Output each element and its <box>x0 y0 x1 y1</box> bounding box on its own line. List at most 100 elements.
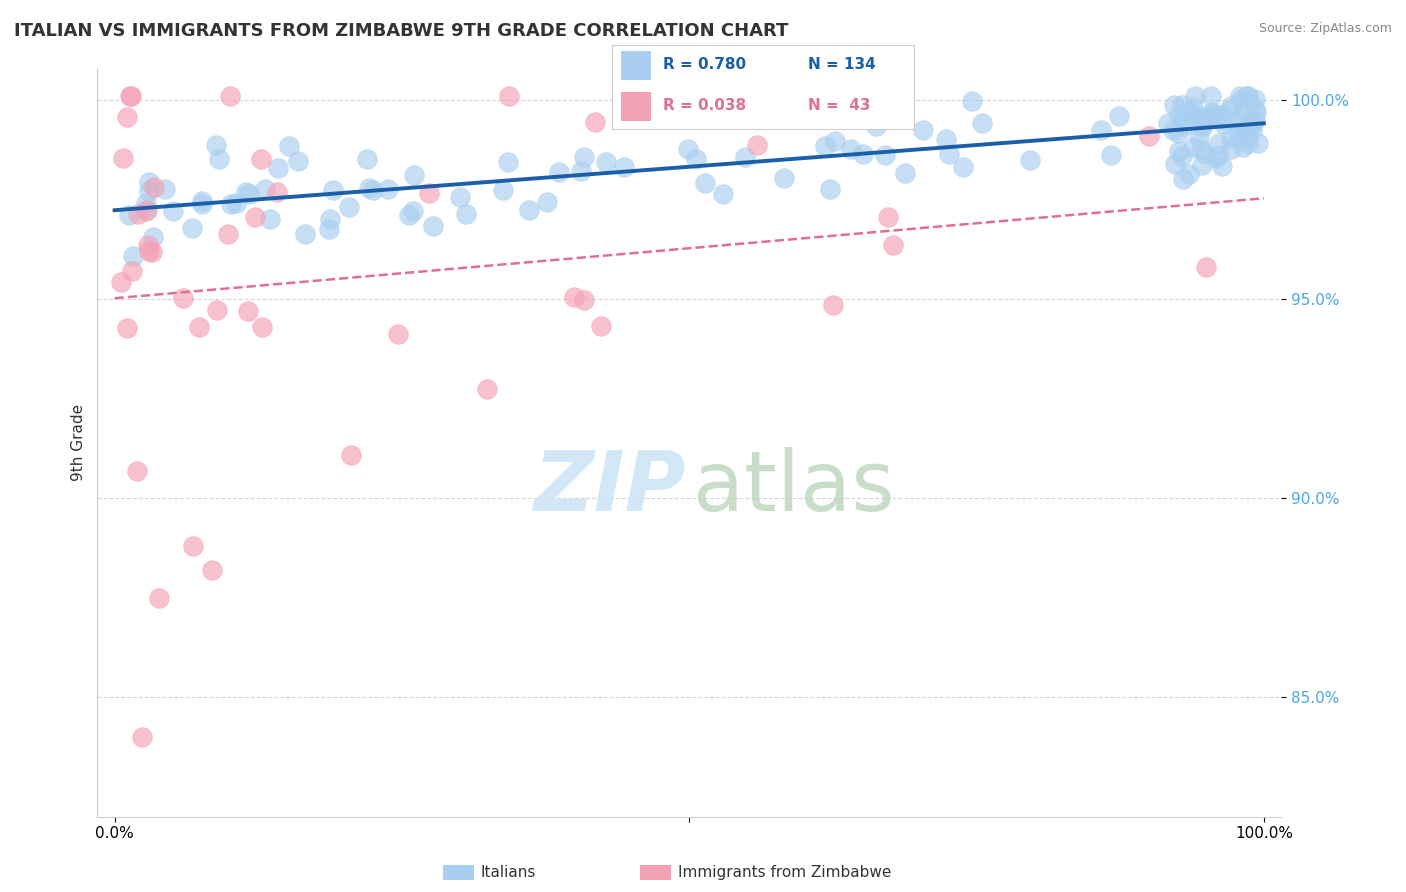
Point <box>1163 98 1185 112</box>
Point <box>117 110 139 124</box>
Point <box>172 291 194 305</box>
Point <box>204 138 226 153</box>
Point <box>110 275 132 289</box>
Point <box>1182 100 1205 114</box>
Point <box>595 154 617 169</box>
Point <box>1247 136 1270 150</box>
Text: atlas: atlas <box>693 447 894 528</box>
Point <box>112 151 135 165</box>
Point <box>1189 110 1212 124</box>
Point <box>1157 116 1180 130</box>
Point <box>1099 148 1122 162</box>
Point <box>278 139 301 153</box>
Point <box>1167 126 1189 140</box>
Point <box>1220 142 1243 156</box>
Point <box>377 182 399 196</box>
Point <box>1208 136 1230 151</box>
Text: R = 0.780: R = 0.780 <box>664 57 747 72</box>
Point <box>138 184 160 198</box>
Point <box>361 183 384 197</box>
Point <box>1108 109 1130 123</box>
Point <box>496 155 519 169</box>
Point <box>135 204 157 219</box>
Point <box>181 539 204 553</box>
Point <box>676 143 699 157</box>
Point <box>711 186 734 201</box>
Point <box>250 320 273 334</box>
Point <box>191 196 214 211</box>
Point <box>449 190 471 204</box>
Point <box>1161 123 1184 137</box>
Point <box>873 148 896 162</box>
Point <box>1205 151 1227 165</box>
Point <box>205 302 228 317</box>
Point <box>138 175 160 189</box>
Y-axis label: 9th Grade: 9th Grade <box>72 404 86 481</box>
Point <box>1090 123 1112 137</box>
Point <box>1233 103 1256 118</box>
Point <box>219 89 242 103</box>
Point <box>685 152 707 166</box>
Point <box>235 185 257 199</box>
Point <box>613 160 636 174</box>
Point <box>1201 108 1223 122</box>
Point <box>1182 139 1205 153</box>
Point <box>1171 98 1194 112</box>
Point <box>141 245 163 260</box>
Text: Italians: Italians <box>481 865 536 880</box>
Point <box>1178 168 1201 182</box>
Point <box>852 147 875 161</box>
Point <box>824 134 846 148</box>
Point <box>1237 89 1260 103</box>
Point <box>572 293 595 308</box>
Point <box>238 304 260 318</box>
Point <box>1191 158 1213 172</box>
Point <box>562 290 585 304</box>
Point <box>1241 116 1264 130</box>
Point <box>569 163 592 178</box>
Point <box>221 196 243 211</box>
Point <box>912 123 935 137</box>
Point <box>339 448 361 462</box>
Point <box>142 229 165 244</box>
Point <box>422 219 444 233</box>
Text: N =  43: N = 43 <box>808 98 870 113</box>
Point <box>1232 92 1254 106</box>
Point <box>259 211 281 226</box>
Point <box>1167 144 1189 158</box>
Text: Immigrants from Zimbabwe: Immigrants from Zimbabwe <box>678 865 891 880</box>
Point <box>1244 92 1267 106</box>
Point <box>387 326 409 341</box>
Point <box>1208 108 1230 122</box>
Point <box>1019 153 1042 167</box>
Point <box>1213 117 1236 131</box>
Point <box>1244 102 1267 116</box>
Point <box>492 183 515 197</box>
Point <box>962 94 984 108</box>
Point <box>773 170 796 185</box>
Point <box>814 139 837 153</box>
Point <box>200 563 222 577</box>
Point <box>1171 120 1194 134</box>
Point <box>1137 128 1160 143</box>
Point <box>1246 105 1268 120</box>
Point <box>1236 129 1258 144</box>
Point <box>877 210 900 224</box>
Point <box>820 182 842 196</box>
Point <box>972 116 994 130</box>
Point <box>498 89 520 103</box>
Point <box>1201 105 1223 120</box>
Point <box>1171 112 1194 126</box>
Text: ITALIAN VS IMMIGRANTS FROM ZIMBABWE 9TH GRADE CORRELATION CHART: ITALIAN VS IMMIGRANTS FROM ZIMBABWE 9TH … <box>14 22 789 40</box>
Point <box>830 104 852 119</box>
Point <box>1181 107 1204 121</box>
Point <box>1192 117 1215 131</box>
Text: R = 0.038: R = 0.038 <box>664 98 747 113</box>
Point <box>131 730 153 744</box>
Point <box>839 142 862 156</box>
Point <box>1220 99 1243 113</box>
Point <box>294 227 316 242</box>
Point <box>318 222 340 236</box>
Point <box>1226 126 1249 140</box>
Point <box>1164 157 1187 171</box>
